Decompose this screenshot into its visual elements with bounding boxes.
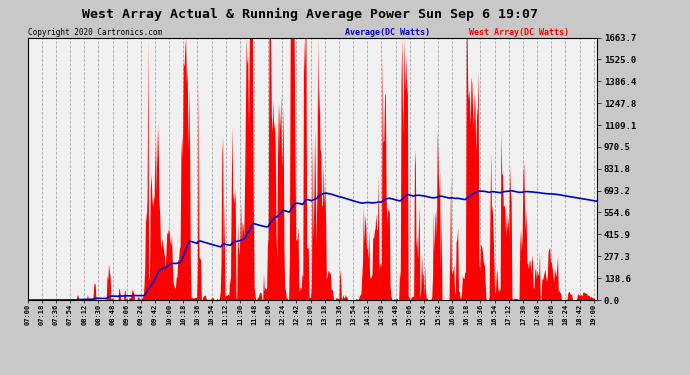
Text: West Array(DC Watts): West Array(DC Watts) (469, 28, 569, 37)
Text: Average(DC Watts): Average(DC Watts) (345, 28, 430, 37)
Text: Copyright 2020 Cartronics.com: Copyright 2020 Cartronics.com (28, 28, 161, 37)
Text: West Array Actual & Running Average Power Sun Sep 6 19:07: West Array Actual & Running Average Powe… (83, 8, 538, 21)
